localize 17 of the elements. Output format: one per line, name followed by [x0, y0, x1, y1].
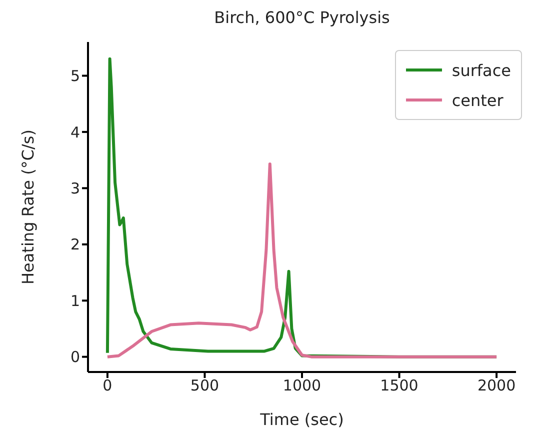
- x-tick-label: 0: [102, 376, 112, 395]
- y-tick-label: 2: [70, 236, 80, 254]
- y-tick-label: 4: [70, 123, 80, 142]
- legend-label: center: [452, 90, 504, 110]
- chart-title: Birch, 600°C Pyrolysis: [213, 8, 391, 29]
- y-tick-label: 0: [70, 348, 80, 366]
- x-tick-label: 1500: [380, 376, 418, 395]
- line-series: [106, 162, 498, 358]
- y-tick-label: 5: [70, 67, 80, 86]
- x-tick-label: 500: [190, 376, 220, 395]
- x-tick-label: 1000: [282, 376, 322, 395]
- y-tick-label: 1: [70, 292, 80, 310]
- y-tick-label: 3: [70, 179, 80, 198]
- y-axis-title: Heating Rate (°C/s): [18, 130, 38, 284]
- x-axis-title: Time (sec): [259, 410, 344, 429]
- legend-label: surface: [452, 60, 511, 80]
- x-tick-label: 2000: [477, 376, 516, 395]
